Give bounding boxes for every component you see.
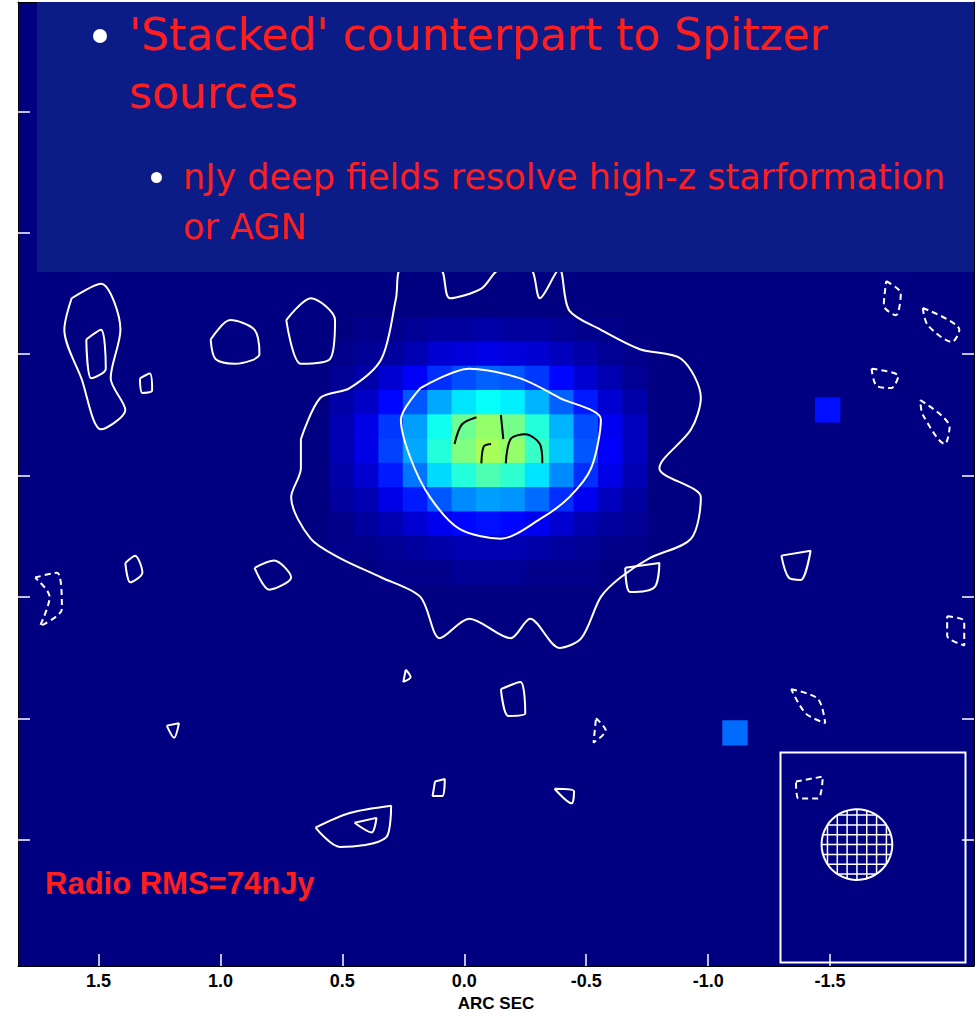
svg-text:-1.0: -1.0 <box>693 971 724 991</box>
html-text:Radio RMS=74nJy: Radio RMS=74nJy <box>45 866 315 901</box>
svg-text:-0.5: -0.5 <box>571 971 602 991</box>
html-text:'Stacked' counterpart to Spitz: 'Stacked' counterpart to Spitzer sources <box>129 9 828 118</box>
svg-text:1.5: 1.5 <box>86 971 111 991</box>
svg-text:0.0: 0.0 <box>452 971 477 991</box>
svg-text:1.0: 1.0 <box>208 971 233 991</box>
svg-text:0.5: 0.5 <box>330 971 355 991</box>
svg-text:ARC SEC: ARC SEC <box>458 994 535 1013</box>
svg-text:-1.5: -1.5 <box>815 971 846 991</box>
html-text:nJy deep fields resolve high-z: nJy deep fields resolve high-z starforma… <box>183 157 946 247</box>
